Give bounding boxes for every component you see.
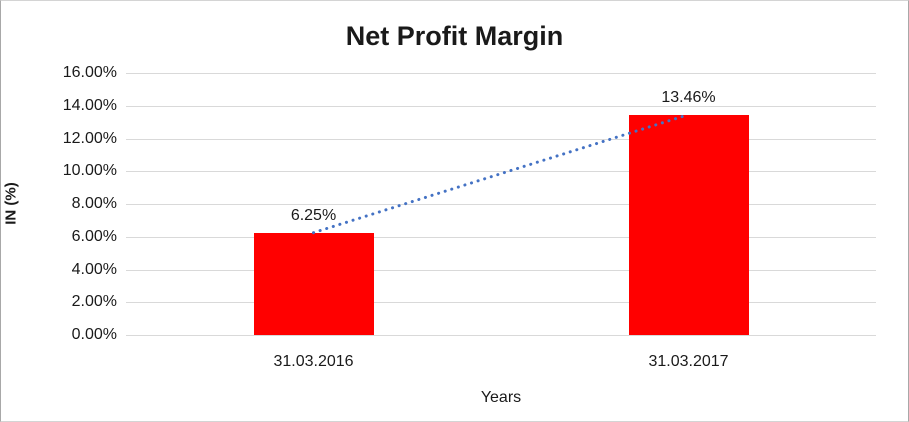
y-tick-label: 12.00%	[62, 129, 117, 147]
gridline	[126, 105, 876, 107]
plot-area: 6.25% 13.46%	[126, 73, 876, 336]
y-tick-label: 4.00%	[71, 260, 117, 278]
x-tick-label: 31.03.2016	[273, 353, 354, 370]
data-label: 6.25%	[290, 206, 337, 224]
y-tick-label: 8.00%	[71, 195, 117, 212]
chart-title: Net Profit Margin	[345, 21, 564, 51]
data-label: 13.46%	[661, 88, 716, 106]
bar-31.03.2017	[628, 114, 749, 335]
gridline	[126, 73, 876, 74]
y-tick-label: 0.00%	[71, 326, 117, 343]
x-tick-label: 31.03.2017	[648, 353, 729, 370]
y-tick-label: 6.00%	[71, 227, 117, 245]
gridline	[126, 236, 876, 238]
gridline	[126, 269, 876, 271]
y-tick-label: 2.00%	[71, 293, 117, 311]
gridline	[126, 302, 876, 304]
y-tick-label: 16.00%	[62, 64, 117, 81]
y-tick-label: 14.00%	[62, 96, 117, 114]
bar-31.03.2016	[253, 232, 374, 335]
gridline	[126, 171, 876, 173]
y-tick-label: 10.00%	[62, 162, 117, 180]
x-axis-title: Years	[480, 389, 522, 406]
trendline	[312, 113, 690, 235]
gridline	[126, 138, 876, 140]
gridline	[126, 335, 876, 336]
gridline	[126, 204, 876, 205]
y-axis-title: IN (%)	[2, 182, 20, 225]
